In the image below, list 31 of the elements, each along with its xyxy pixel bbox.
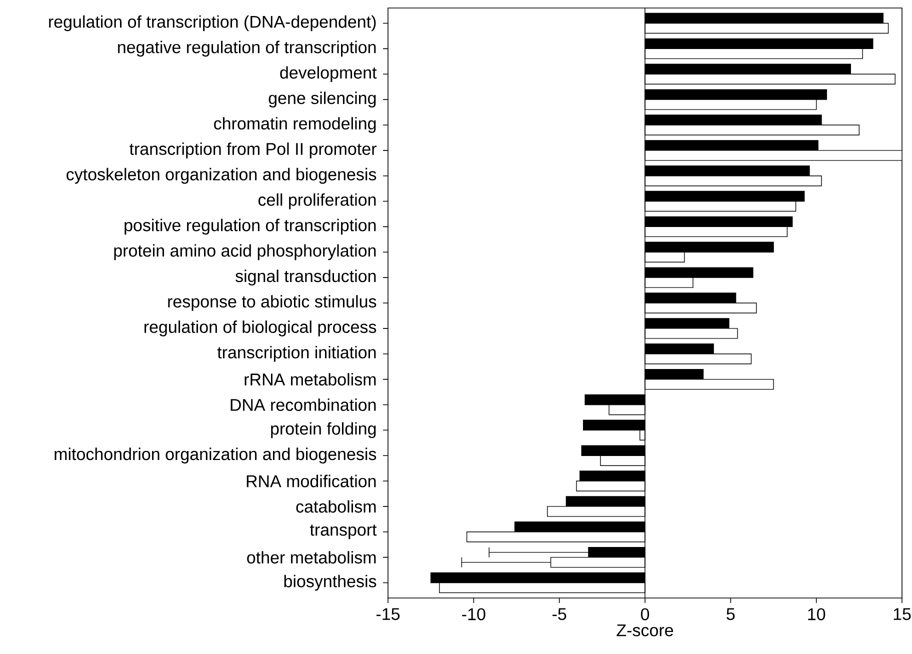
y-tick-label: transcription from Pol II promoter: [130, 142, 376, 158]
x-tick-label: 0: [640, 608, 650, 620]
x-tick-label: 5: [726, 608, 735, 620]
y-tick-label: RNA modification: [246, 474, 376, 488]
y-tick-label: development: [280, 66, 377, 82]
x-tick-label: -5: [552, 608, 566, 620]
y-tick-label: other metabolism: [247, 551, 376, 564]
y-tick-label: cell proliferation: [258, 193, 376, 210]
y-tick-label: regulation of transcription (DNA-dependent): [49, 15, 376, 32]
y-tick-label: biosynthesis: [284, 574, 376, 591]
y-tick-label: cytoskeleton organization and biogenesis: [66, 168, 376, 184]
y-tick-label: regulation of biological process: [144, 320, 376, 336]
y-tick-label: DNA recombination: [230, 398, 376, 411]
x-tick-label: 15: [894, 608, 911, 620]
x-tick-label: -15: [376, 608, 400, 620]
y-tick-label: signal transduction: [236, 270, 376, 286]
y-tick-label: rRNA metabolism: [244, 373, 376, 386]
y-tick-label: gene silencing: [268, 92, 376, 108]
y-tick-label: chromatin remodeling: [214, 117, 376, 133]
y-tick-label: positive regulation of transcription: [124, 218, 376, 235]
y-tick-label: transcription initiation: [217, 346, 376, 362]
y-tick-label: transport: [310, 524, 377, 540]
y-tick-label: mitochondrion organization and biogenesis: [54, 448, 376, 464]
x-tick-label: -10: [462, 608, 486, 620]
y-tick-label: protein amino acid phosphorylation: [114, 244, 376, 260]
y-tick-label: catabolism: [296, 500, 376, 513]
y-tick-label: protein folding: [271, 422, 376, 438]
y-tick-label: negative regulation of transcription: [118, 40, 376, 57]
x-axis-title: Z-score: [616, 624, 674, 636]
y-tick-label: response to abiotic stimulus: [168, 295, 376, 311]
x-tick-label: 10: [808, 608, 826, 620]
